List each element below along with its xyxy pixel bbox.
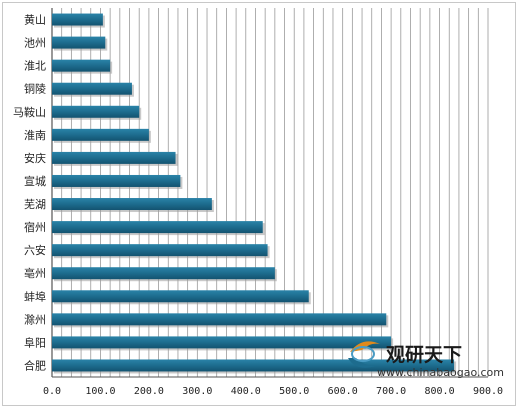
bar-8	[52, 174, 181, 187]
bar-15	[52, 336, 392, 349]
category-label: 芜湖	[24, 197, 46, 211]
x-tick-label: 600.0	[328, 386, 358, 397]
watermark-url: www.chinabaogao.com	[377, 366, 504, 379]
x-tick-label: 700.0	[376, 386, 406, 397]
category-label: 安庆	[24, 151, 46, 165]
x-tick-label: 100.0	[85, 386, 115, 397]
x-tick-label: 400.0	[231, 386, 261, 397]
watermark-brand: 观研天下	[386, 344, 462, 366]
bar-6	[52, 128, 149, 141]
category-label: 淮南	[24, 129, 46, 142]
category-label: 黄山	[24, 13, 46, 27]
category-label: 亳州	[24, 266, 46, 280]
bar-2	[52, 36, 106, 49]
category-label: 淮北	[24, 60, 46, 73]
category-label: 马鞍山	[13, 105, 46, 119]
category-label: 蚌埠	[24, 289, 46, 303]
x-tick-label: 0.0	[43, 386, 61, 397]
category-label: 铜陵	[24, 82, 46, 96]
category-label: 宣城	[24, 174, 46, 188]
x-axis-tick-labels: 0.0 100.0 200.0 300.0 400.0 500.0 600.0 700.0 80…	[43, 386, 503, 397]
watermark: 观研天下 www.chinabaogao.com	[348, 341, 504, 379]
bar-9	[52, 198, 212, 211]
x-tick-label: 500.0	[279, 386, 309, 397]
bars	[52, 13, 457, 374]
x-tick-label: 300.0	[182, 386, 212, 397]
bar-4	[52, 82, 132, 95]
bar-11	[52, 244, 268, 257]
bar-7	[52, 151, 176, 164]
bar-10	[52, 221, 263, 234]
category-label: 合肥	[24, 358, 46, 372]
bar-13	[52, 290, 309, 303]
category-label: 宿州	[24, 220, 46, 234]
category-label: 阜阳	[24, 336, 46, 349]
watermark-logo-icon	[348, 341, 380, 368]
bar-3	[52, 59, 111, 72]
category-label: 六安	[24, 243, 46, 257]
x-tick-label: 800.0	[425, 386, 455, 397]
bar-16	[52, 359, 455, 372]
bar-5	[52, 105, 140, 118]
x-tick-label: 200.0	[134, 386, 164, 397]
bar-14	[52, 313, 387, 326]
category-label: 池州	[24, 37, 46, 50]
bar-12	[52, 267, 275, 280]
bar-1	[52, 13, 103, 26]
x-tick-label: 900.0	[473, 386, 503, 397]
category-label: 滁州	[24, 312, 46, 326]
